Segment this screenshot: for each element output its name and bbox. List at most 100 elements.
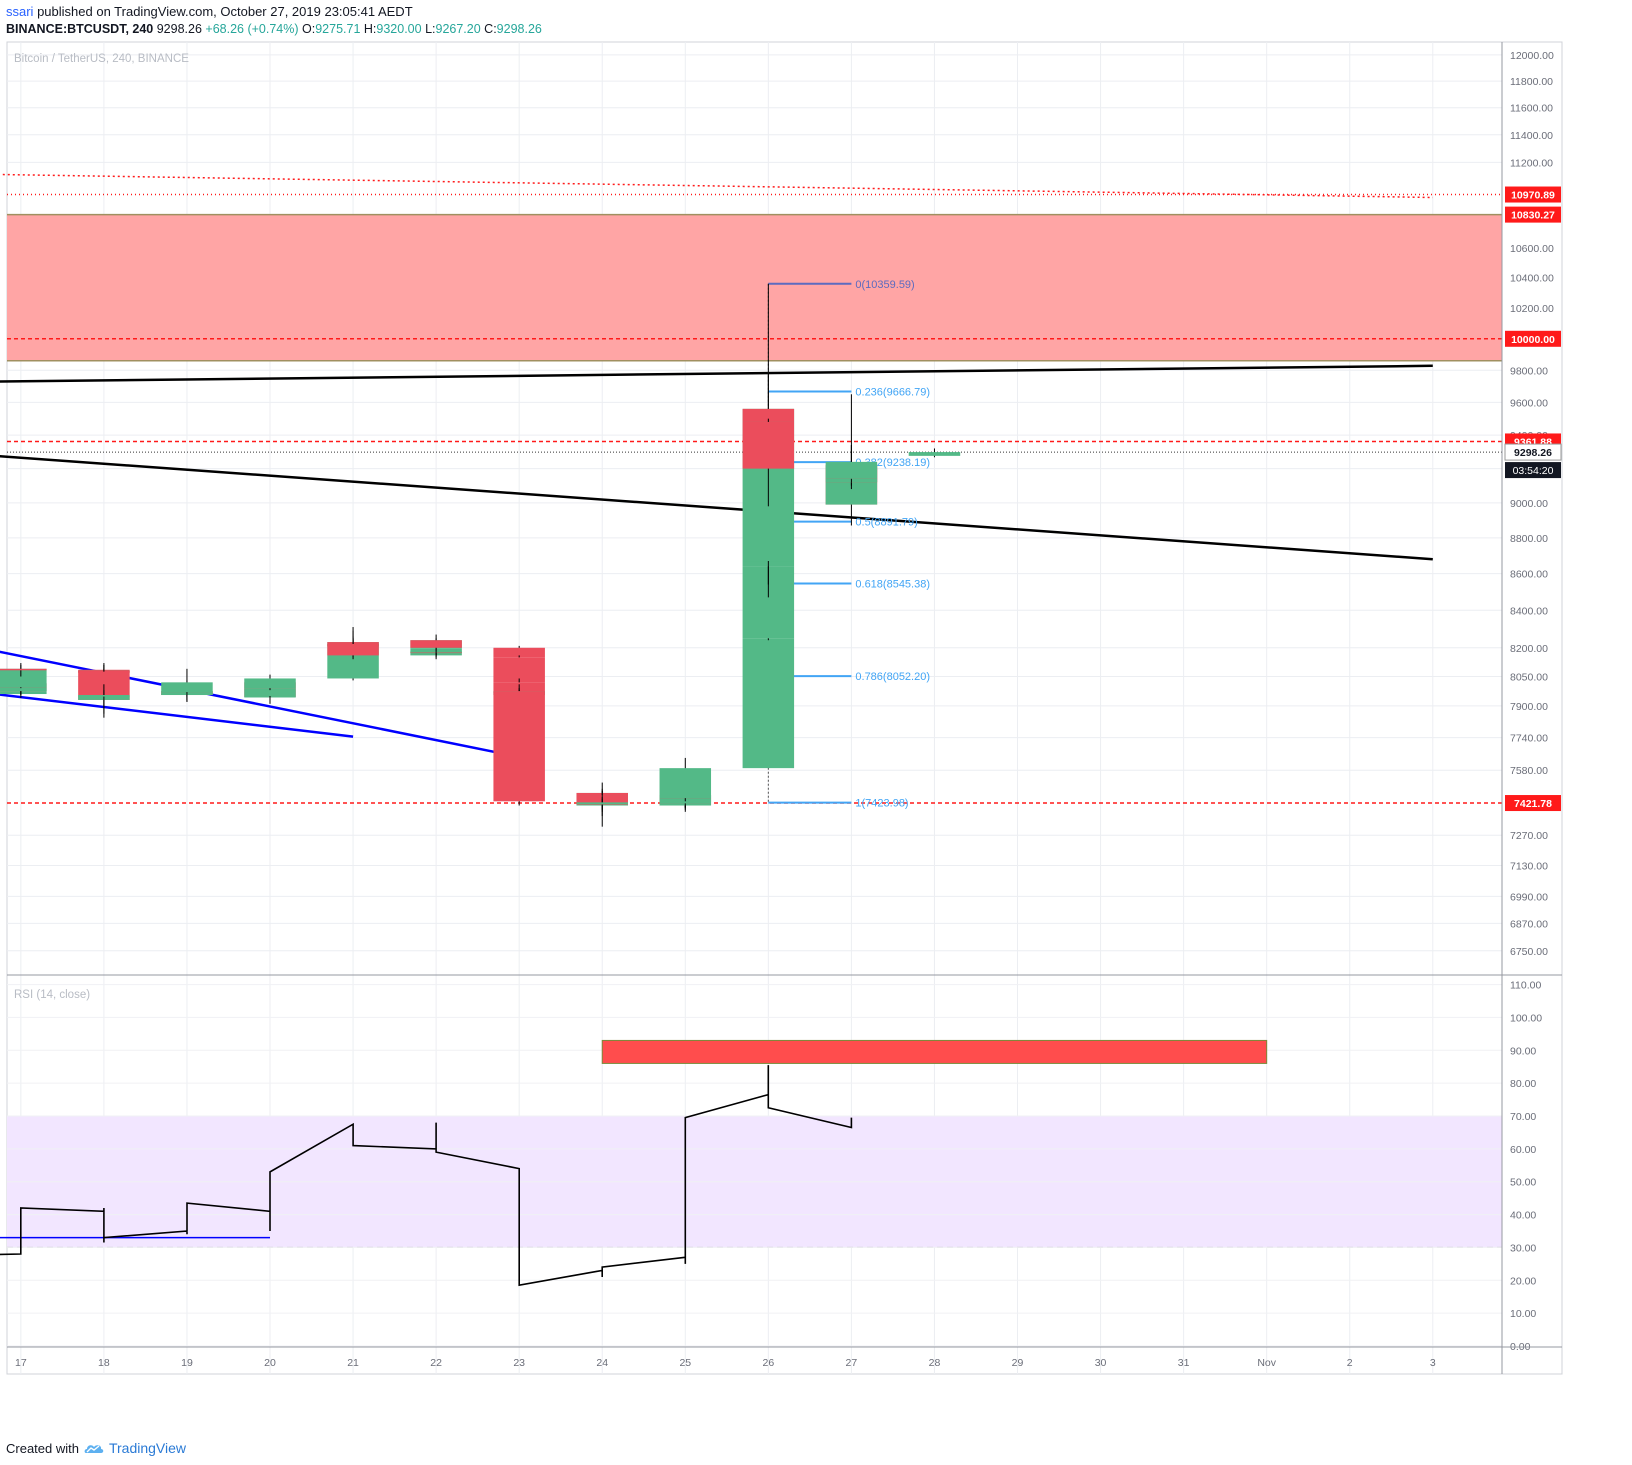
- candle-up: [659, 768, 712, 799]
- rsi-tick-label: 50.00: [1510, 1177, 1536, 1189]
- price-tick-label: 6750.00: [1510, 946, 1548, 958]
- candle-down: [0, 668, 47, 671]
- close-value: 9298.26: [496, 22, 542, 36]
- price-tick-label: 11200.00: [1510, 157, 1553, 169]
- candle-up: [244, 678, 296, 689]
- fib-level-label: 0.236(9666.79): [855, 387, 930, 399]
- price-tick-label: 10600.00: [1510, 243, 1554, 255]
- resistance-zone: [7, 214, 1502, 361]
- time-tick-label: 25: [679, 1357, 691, 1369]
- high-label: H:: [363, 22, 377, 36]
- candle-up: [78, 695, 130, 697]
- blue-wedge-trendline: [0, 650, 520, 759]
- price-level-badge: [1505, 206, 1561, 223]
- candle-down: [493, 691, 545, 802]
- tradingview-brand[interactable]: TradingView: [108, 1440, 187, 1456]
- price-tick-label: 7900.00: [1510, 701, 1548, 713]
- rsi-tick-label: 80.00: [1510, 1078, 1536, 1090]
- price-level-badge: [1505, 795, 1561, 812]
- price-tick-label: 8600.00: [1510, 569, 1548, 581]
- rsi-tick-label: 90.00: [1510, 1045, 1536, 1057]
- price-tick-label: 7270.00: [1510, 830, 1548, 842]
- price-tick-label: 7740.00: [1510, 733, 1548, 745]
- rsi-overbought-box: [601, 1039, 1268, 1064]
- price-tick-label: 12000.00: [1510, 50, 1554, 62]
- candle-down: [742, 408, 795, 422]
- rsi-tick-label: 100.00: [1510, 1012, 1542, 1024]
- price-level-badge: [1505, 330, 1561, 347]
- fib-level-label: 1(7423.98): [855, 798, 908, 810]
- candle-down: [327, 643, 379, 656]
- price-tick-label: 11800.00: [1510, 76, 1553, 88]
- close-label: C:: [484, 22, 497, 36]
- price-tick-label: 8200.00: [1510, 643, 1548, 655]
- price-tick-label: 8050.00: [1510, 672, 1548, 684]
- price-tick-label: 6990.00: [1510, 891, 1548, 903]
- candle-up: [576, 802, 628, 805]
- price-tick-label: 10400.00: [1510, 273, 1554, 285]
- high-value: 9320.00: [376, 22, 422, 36]
- price-tick-label: 10200.00: [1510, 303, 1554, 315]
- time-tick-label: Nov: [1257, 1357, 1276, 1369]
- time-tick-label: 26: [762, 1357, 774, 1369]
- ohlc-legend: BINANCE:BTCUSDT, 240 9298.26 +68.26 (+0.…: [6, 22, 542, 36]
- time-tick-label: 2: [1347, 1357, 1353, 1369]
- candle-up: [161, 682, 213, 693]
- candle-up: [244, 688, 296, 696]
- low-label: L:: [425, 22, 436, 36]
- fib-level-label: 0(10359.59): [855, 279, 914, 291]
- author-link[interactable]: ssari: [6, 4, 34, 19]
- candle-up: [0, 687, 47, 692]
- time-tick-label: 18: [98, 1357, 110, 1369]
- last-price: 9298.26: [156, 22, 202, 36]
- candle-up: [0, 668, 47, 688]
- black-trendline: [0, 364, 1433, 383]
- publish-info: ssari published on TradingView.com, Octo…: [6, 4, 413, 19]
- time-tick-label: 21: [347, 1357, 359, 1369]
- time-tick-label: 17: [15, 1357, 27, 1369]
- price-level-value: 10970.89: [1511, 190, 1555, 202]
- footer: Created with TradingView: [6, 1440, 186, 1456]
- time-tick-label: 27: [846, 1357, 858, 1369]
- fib-level-label: 0.786(8052.20): [855, 671, 930, 683]
- time-tick-label: 28: [929, 1357, 941, 1369]
- blue-wedge-trendline: [0, 693, 354, 738]
- fib-level-label: 0.5(8891.79): [855, 517, 917, 529]
- rsi-tick-label: 10.00: [1510, 1308, 1536, 1320]
- time-tick-label: 22: [430, 1357, 442, 1369]
- btcusdt-chart[interactable]: 6750.00 6870.00 6990.00 7130.00 7270.00 7580.…: [0, 0, 1632, 1435]
- candle-down: [742, 421, 795, 469]
- price-tick-label: 8800.00: [1510, 533, 1548, 545]
- rsi-tick-label: 30.00: [1510, 1242, 1536, 1254]
- black-trendline: [0, 455, 1433, 561]
- price-level-value: 7421.78: [1514, 798, 1552, 810]
- tradingview-cloud-icon: [84, 1445, 104, 1453]
- last-price-value: 9298.26: [1514, 447, 1552, 459]
- price-tick-label: 9600.00: [1510, 397, 1548, 409]
- rsi-tick-label: 70.00: [1510, 1111, 1536, 1123]
- rsi-tick-label: 60.00: [1510, 1144, 1536, 1156]
- slanted-resistance-line: [0, 173, 1433, 199]
- price-tick-label: 9000.00: [1510, 498, 1548, 510]
- rsi-title: RSI (14, close): [14, 989, 90, 1001]
- time-tick-label: 20: [264, 1357, 276, 1369]
- price-tick-label: 7130.00: [1510, 860, 1548, 872]
- price-tick-label: 7580.00: [1510, 765, 1548, 777]
- fib-level-label: 0.618(8545.38): [855, 579, 930, 591]
- rsi-tick-label: 110.00: [1510, 980, 1541, 992]
- candle-down: [410, 640, 462, 648]
- price-level-badge: [1505, 186, 1561, 203]
- price-tick-label: 6870.00: [1510, 918, 1548, 930]
- time-tick-label: 24: [596, 1357, 608, 1369]
- rsi-tick-label: 20.00: [1510, 1275, 1536, 1287]
- chart-title: Bitcoin / TetherUS, 240, BINANCE: [14, 53, 189, 65]
- time-tick-label: 19: [181, 1357, 193, 1369]
- time-tick-label: 31: [1178, 1357, 1190, 1369]
- candle-up: [0, 691, 47, 695]
- low-value: 9267.20: [435, 22, 481, 36]
- rsi-tick-label: 40.00: [1510, 1210, 1536, 1222]
- last-price-badge: [1504, 443, 1562, 461]
- price-level-value: 10000.00: [1511, 334, 1555, 346]
- open-label: O:: [302, 22, 316, 36]
- price-tick-label: 8400.00: [1510, 605, 1548, 617]
